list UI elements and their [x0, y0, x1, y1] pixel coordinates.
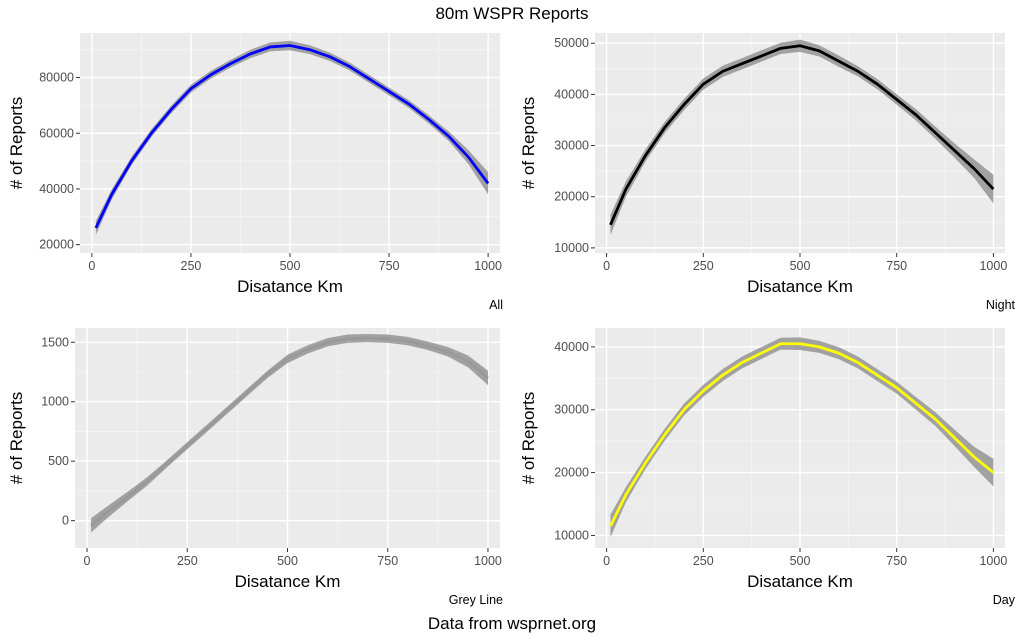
y-tick-label: 50000 [554, 36, 589, 50]
x-tick-label: 250 [693, 259, 714, 273]
x-tick-label: 750 [886, 554, 907, 568]
figure-title: 80m WSPR Reports [435, 4, 589, 23]
x-axis-title: Disatance Km [747, 572, 853, 591]
confidence-band [95, 40, 489, 235]
y-tick-label: 20000 [554, 190, 589, 204]
x-tick-label: 250 [181, 259, 202, 273]
y-tick-label: 60000 [39, 126, 74, 140]
x-axis-title: Disatance Km [747, 277, 853, 296]
confidence-band [91, 333, 488, 533]
x-tick-label: 750 [379, 259, 400, 273]
x-tick-label: 1000 [474, 554, 502, 568]
x-tick-label: 750 [886, 259, 907, 273]
chart-panel-night: 0 250 500 750 1000 10000 20000 30000 40000 50000 D… [519, 33, 1016, 312]
x-tick-label: 1000 [979, 554, 1007, 568]
x-tick-label: 0 [603, 259, 610, 273]
series-line [90, 336, 489, 527]
panel-caption: Day [993, 593, 1016, 607]
y-tick-label: 40000 [554, 340, 589, 354]
series-line [94, 44, 490, 229]
y-tick-label: 40000 [39, 182, 74, 196]
y-axis-title: # of Reports [7, 97, 26, 190]
y-tick-label: 10000 [554, 241, 589, 255]
y-axis-title: # of Reports [519, 97, 538, 190]
x-tick-label: 250 [693, 554, 714, 568]
y-axis-title: # of Reports [519, 392, 538, 485]
chart-panel-day: 0 250 500 750 1000 10000 20000 30000 40000 Disata… [519, 328, 1016, 607]
y-tick-label: 0 [62, 514, 69, 528]
y-tick-label: 20000 [39, 238, 74, 252]
x-tick-label: 1000 [474, 259, 502, 273]
x-tick-label: 500 [280, 259, 301, 273]
y-tick-label: 10000 [554, 528, 589, 542]
x-tick-label: 500 [790, 259, 811, 273]
y-tick-label: 30000 [554, 403, 589, 417]
x-tick-label: 1000 [979, 259, 1007, 273]
panel-caption: Night [986, 298, 1016, 312]
chart-panel-grey-line: 0 250 500 750 1000 0 500 1000 1500 Disatance Km # … [7, 328, 503, 607]
series-line [609, 342, 995, 527]
x-axis-title: Disatance Km [237, 277, 343, 296]
x-tick-label: 500 [277, 554, 298, 568]
y-tick-label: 20000 [554, 466, 589, 480]
figure-caption: Data from wsprnet.org [427, 614, 597, 633]
chart-panel-all: 0 250 500 750 1000 20000 40000 60000 80000 Disata… [7, 33, 503, 312]
x-axis-title: Disatance Km [235, 572, 341, 591]
x-tick-label: 0 [88, 259, 95, 273]
panel-caption: Grey Line [449, 593, 503, 607]
y-axis-title: # of Reports [7, 392, 26, 485]
y-tick-label: 1500 [41, 335, 69, 349]
x-tick-label: 750 [377, 554, 398, 568]
panel-caption: All [489, 298, 503, 312]
x-tick-label: 250 [177, 554, 198, 568]
x-tick-label: 0 [84, 554, 91, 568]
series-line [609, 44, 995, 226]
x-tick-label: 500 [790, 554, 811, 568]
y-tick-label: 80000 [39, 71, 74, 85]
y-tick-label: 30000 [554, 139, 589, 153]
y-tick-label: 500 [48, 454, 69, 468]
y-tick-label: 1000 [41, 395, 69, 409]
y-tick-label: 40000 [554, 87, 589, 101]
x-tick-label: 0 [603, 554, 610, 568]
